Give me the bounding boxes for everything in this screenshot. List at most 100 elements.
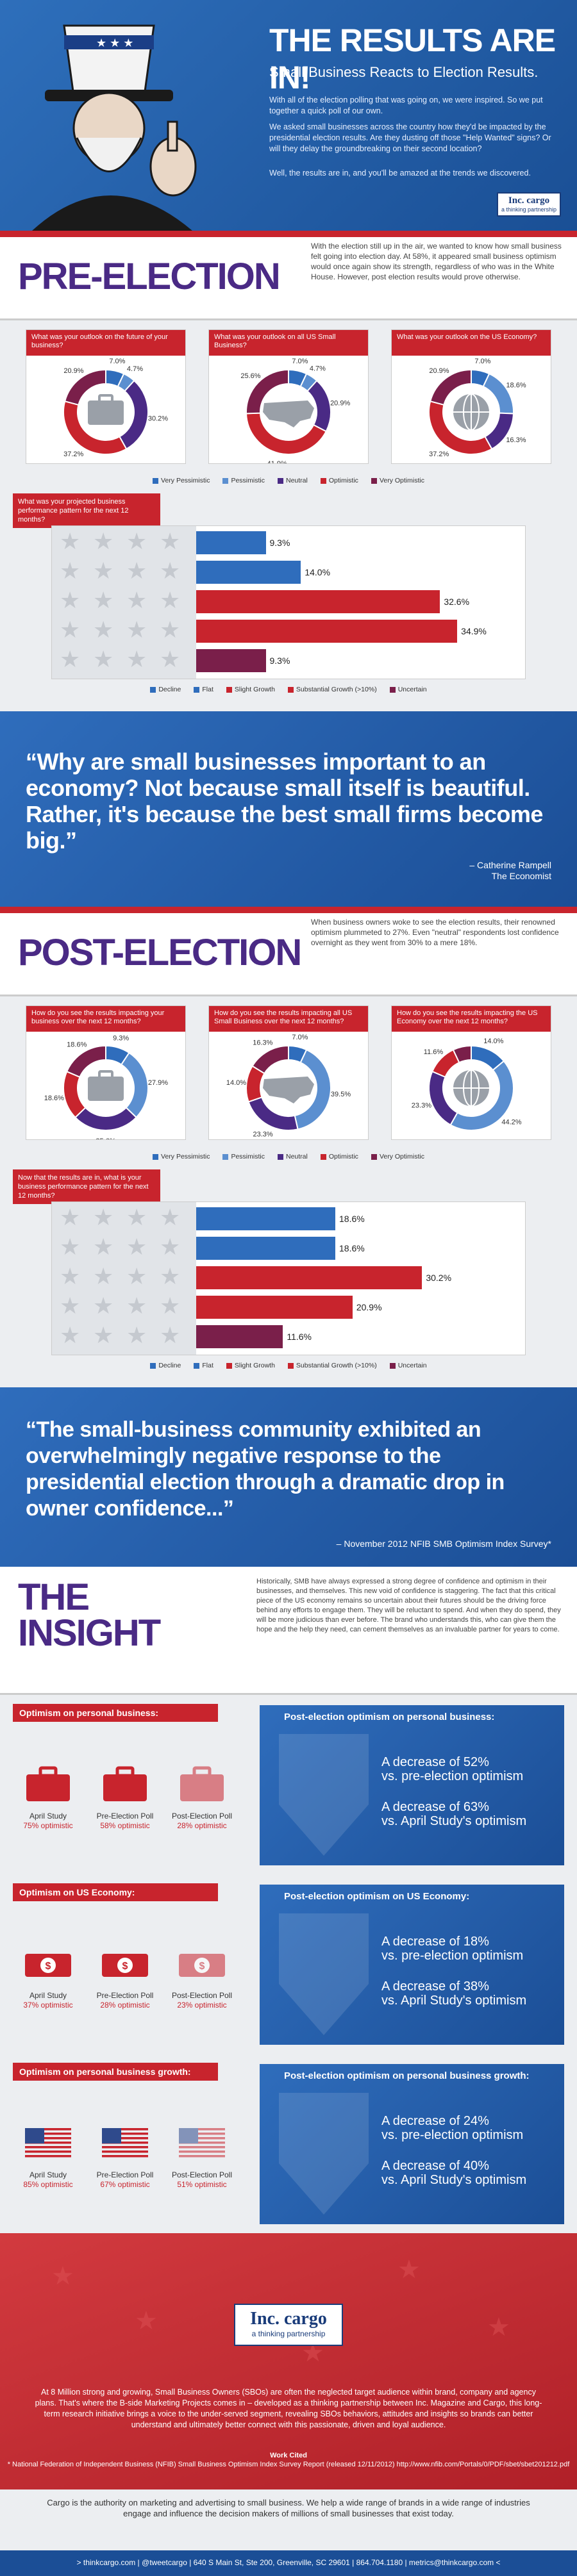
legend-item: Pessimistic (222, 477, 265, 484)
logo-text: Inc. cargo (250, 2309, 327, 2329)
legend-item: Pessimistic (222, 1153, 265, 1160)
bar-chart-question: What was your projected business perform… (13, 493, 160, 528)
star-icon: ★ (60, 1263, 81, 1289)
star-icon: ★ (126, 1204, 147, 1230)
decrease-panel: Post-election optimism on US Economy: A d… (260, 1885, 564, 2045)
us-flag-icon (176, 2124, 228, 2163)
star-icon: ★ (160, 1234, 181, 1260)
star-icon: ★ (160, 1292, 181, 1319)
bar-legend: Decline Flat Slight Growth Substantial Grow… (0, 686, 577, 693)
quote-source: The Economist (491, 871, 551, 881)
decrease-title: Post-election optimism on US Economy: (284, 1891, 470, 1902)
hero-intro: With all of the election polling that wa… (269, 95, 543, 115)
star-icon: ★ (126, 1234, 147, 1260)
bar: 18.6% (196, 1207, 365, 1230)
about-cargo: Cargo is the authority on marketing and … (0, 2489, 577, 2550)
svg-text:★: ★ (135, 2307, 158, 2335)
donut-value-label: 7.0% (292, 358, 308, 365)
svg-text:$: $ (122, 1961, 128, 1972)
pre-election-header: PRE-ELECTION With the election still up … (0, 231, 577, 320)
bar: 14.0% (196, 561, 330, 584)
legend-item: Very Optimistic (371, 1153, 424, 1160)
post-election-bar-chart: Now that the results are in, what is you… (0, 1169, 577, 1387)
logo-tagline: a thinking partnership (501, 206, 557, 213)
donut-value-label: 14.0% (226, 1079, 246, 1087)
donut-card: What was your outlook on the US Economy?… (391, 329, 551, 464)
legend-item: Neutral (277, 1153, 308, 1160)
poll-label: Post-Election Poll 51% optimistic (171, 2170, 233, 2189)
donut-value-label: 20.9% (63, 367, 83, 375)
work-cited-title: Work Cited (270, 2452, 307, 2459)
work-cited: Work Cited * National Federation of Inde… (0, 2451, 577, 2469)
bar-value-label: 9.3% (269, 538, 290, 548)
us-map-icon (263, 400, 314, 427)
star-icon: ★ (93, 1263, 114, 1289)
donut-chart: 9.3% 27.9% 25.6% 18.6% 18.6% (44, 1034, 169, 1145)
legend-item: Slight Growth (226, 686, 275, 693)
decrease-panel: Post-election optimism on personal busin… (260, 1705, 564, 1865)
insight-header: THE INSIGHT Historically, SMB have alway… (0, 1567, 577, 1695)
quote-author: – Catherine Rampell (469, 860, 551, 870)
star-icon: ★ (126, 616, 147, 643)
donut-value-label: 4.7% (310, 365, 326, 373)
bar-legend: Decline Flat Slight Growth Substantial Grow… (0, 1362, 577, 1369)
donut-value-label: 37.2% (63, 450, 83, 458)
star-icon: ★ (160, 1263, 181, 1289)
decrease-stat: A decrease of 40% vs. April Study's optim… (381, 2159, 527, 2187)
section-heading: THE INSIGHT (18, 1579, 161, 1652)
decrease-stat: A decrease of 38% vs. April Study's optim… (381, 1979, 527, 2008)
bar-value-label: 32.6% (444, 597, 470, 607)
quote-nfib: “The small-business community exhibited … (0, 1387, 577, 1567)
donut-slice (247, 1096, 299, 1131)
donut-value-label: 18.6% (506, 381, 526, 389)
briefcase-icon (88, 394, 124, 425)
star-icon: ★ (93, 587, 114, 613)
star-icon: ★ (60, 616, 81, 643)
optimism-title: Optimism on US Economy: (13, 1883, 218, 1901)
star-icon: ★ (60, 1204, 81, 1230)
contact-links[interactable]: > thinkcargo.com | @tweetcargo | 640 S M… (76, 2558, 501, 2567)
bar: 9.3% (196, 531, 290, 554)
donut-card: How do you see the results impacting all… (208, 1005, 369, 1140)
svg-text:★: ★ (51, 2262, 74, 2290)
star-icon: ★ (160, 1322, 181, 1348)
star-icon: ★ (60, 587, 81, 613)
star-icon: ★ (126, 1322, 147, 1348)
star-icon: ★ (160, 646, 181, 672)
star-icon: ★ (93, 528, 114, 554)
star-icon: ★ (126, 1292, 147, 1319)
donut-legend: Very Pessimistic Pessimistic Neutral Optimi… (0, 1153, 577, 1160)
legend-item: Decline (150, 686, 181, 693)
svg-text:★ ★ ★: ★ ★ ★ (96, 37, 133, 49)
bar-value-label: 18.6% (339, 1243, 365, 1253)
donut-question: How do you see the results impacting you… (26, 1006, 185, 1032)
contact-bar: > thinkcargo.com | @tweetcargo | 640 S M… (0, 2550, 577, 2576)
donut-value-label: 16.3% (253, 1039, 272, 1046)
donut-value-label: 4.7% (127, 365, 143, 373)
donut-slice (63, 368, 106, 406)
donut-slice (251, 1044, 289, 1075)
star-icon: ★ (93, 1292, 114, 1319)
star-icon: ★ (160, 616, 181, 643)
section-intro: When business owners woke to see the ele… (311, 918, 559, 947)
post-election-donuts: How do you see the results impacting you… (0, 996, 577, 1169)
legend-item: Uncertain (389, 1362, 427, 1369)
quote-economist: “Why are small businesses important to a… (0, 711, 577, 907)
bar-value-label: 14.0% (305, 567, 331, 577)
poll-label: April Study 75% optimistic (23, 1812, 73, 1830)
donut-value-label: 23.3% (412, 1102, 431, 1109)
flag-chart-area: ★ ★ ★ ★ ★ ★ ★ ★ ★ ★ ★ ★ ★ ★ ★ ★ ★ ★ ★ ★ 9.3% 14.0% 32.6% 34.9% 9… (51, 525, 526, 679)
globe-icon (453, 1069, 489, 1107)
pre-election-bar-chart: What was your projected business perform… (0, 493, 577, 711)
star-icon: ★ (60, 1292, 81, 1319)
poll-label: April Study 37% optimistic (23, 1991, 73, 2010)
donut-value-label: 7.0% (292, 1034, 308, 1041)
decrease-stat: A decrease of 63% vs. April Study's optim… (381, 1800, 527, 1828)
optimism-block: Optimism on personal business: April Stud… (0, 1695, 577, 1874)
donut-slice (65, 1044, 106, 1078)
about-text: At 8 Million strong and growing, Small B… (35, 2388, 542, 2429)
briefcase-icon (88, 1070, 124, 1101)
legend-item: Optimistic (320, 1153, 358, 1160)
us-map-icon (263, 1077, 314, 1103)
donut-value-label: 30.2% (148, 415, 168, 422)
